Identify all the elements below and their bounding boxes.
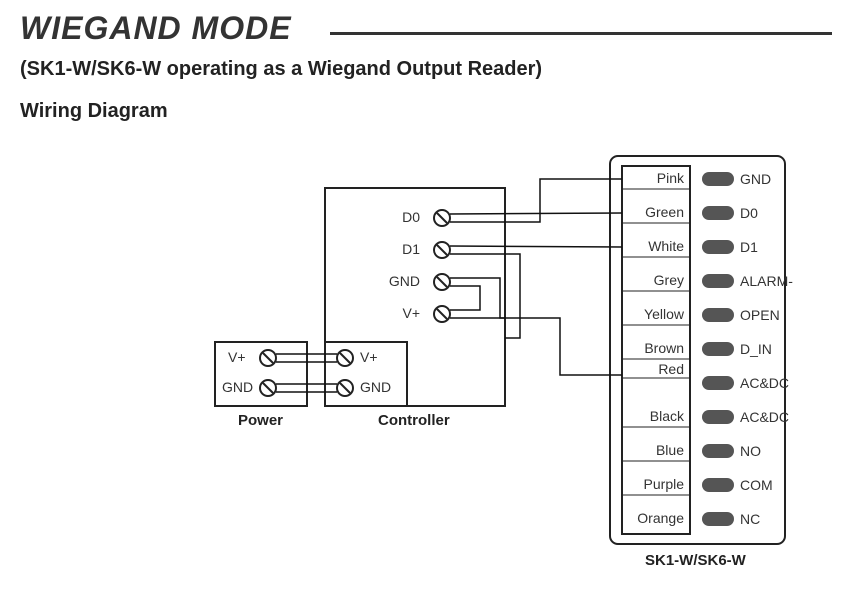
reader-pin-3: ALARM- <box>740 273 793 289</box>
wire-controller-to-reader <box>450 179 622 375</box>
reader-wire-8: Blue <box>656 442 684 458</box>
reader-wire-1: Green <box>645 204 684 220</box>
controller-block: V+ GND D0 D1 GND V+ Controller <box>325 188 505 429</box>
power-block: V+ GND Power <box>215 342 307 429</box>
reader-pin-5: D_IN <box>740 341 772 357</box>
reader-block: Pink GND Green D0 White D1 Grey ALARM- Y… <box>610 156 793 569</box>
reader-pin-0: GND <box>740 171 771 187</box>
reader-caption: SK1-W/SK6-W <box>645 552 747 569</box>
power-vplus-terminal: V+ <box>228 349 276 366</box>
reader-pin-1: D0 <box>740 205 758 221</box>
controller-d0-label: D0 <box>402 209 420 225</box>
power-vplus-label: V+ <box>228 349 246 365</box>
reader-wire-4: Yellow <box>644 306 685 322</box>
controller-left-vplus: V+ <box>337 349 378 366</box>
reader-pin-6: AC&DC <box>740 375 789 391</box>
reader-row-9: Purple COM <box>622 476 773 495</box>
controller-gnd: GND <box>389 273 450 290</box>
wiring-diagram: V+ GND Power V+ GND D0 D1 GN <box>0 0 852 594</box>
power-gnd-terminal: GND <box>222 379 276 396</box>
controller-gnd-label: GND <box>389 273 420 289</box>
reader-pin-4: OPEN <box>740 307 780 323</box>
reader-wire-9: Purple <box>644 476 685 492</box>
reader-wire-10: Orange <box>637 510 684 526</box>
reader-pin-9: COM <box>740 477 773 493</box>
reader-pin-8: NO <box>740 443 761 459</box>
reader-wire-0: Pink <box>657 170 685 186</box>
power-caption: Power <box>238 412 283 429</box>
reader-row-6: Red AC&DC <box>622 361 789 391</box>
controller-d1-label: D1 <box>402 241 420 257</box>
controller-d0: D0 <box>402 209 450 226</box>
controller-left-gnd-label: GND <box>360 379 391 395</box>
reader-row-10: Orange NC <box>637 510 760 527</box>
reader-row-7: Black AC&DC <box>622 408 789 427</box>
controller-left-gnd: GND <box>337 379 391 396</box>
reader-row-0: Pink GND <box>622 170 771 189</box>
reader-pin-2: D1 <box>740 239 758 255</box>
reader-row-3: Grey ALARM- <box>622 272 793 291</box>
controller-vplus: V+ <box>402 305 450 322</box>
reader-row-4: Yellow OPEN <box>622 306 780 325</box>
power-gnd-label: GND <box>222 379 253 395</box>
controller-caption: Controller <box>378 412 450 429</box>
reader-row-5: Brown D_IN <box>622 340 772 359</box>
controller-vplus-label: V+ <box>402 305 420 321</box>
reader-pin-7: AC&DC <box>740 409 789 425</box>
controller-left-vplus-label: V+ <box>360 349 378 365</box>
controller-d1: D1 <box>402 241 450 258</box>
reader-wire-2: White <box>648 238 684 254</box>
reader-wire-7: Black <box>650 408 685 424</box>
reader-wire-3: Grey <box>654 272 684 288</box>
reader-wire-5: Brown <box>644 340 684 356</box>
reader-pin-10: NC <box>740 511 760 527</box>
reader-row-8: Blue NO <box>622 442 761 461</box>
reader-wire-6: Red <box>658 361 684 377</box>
